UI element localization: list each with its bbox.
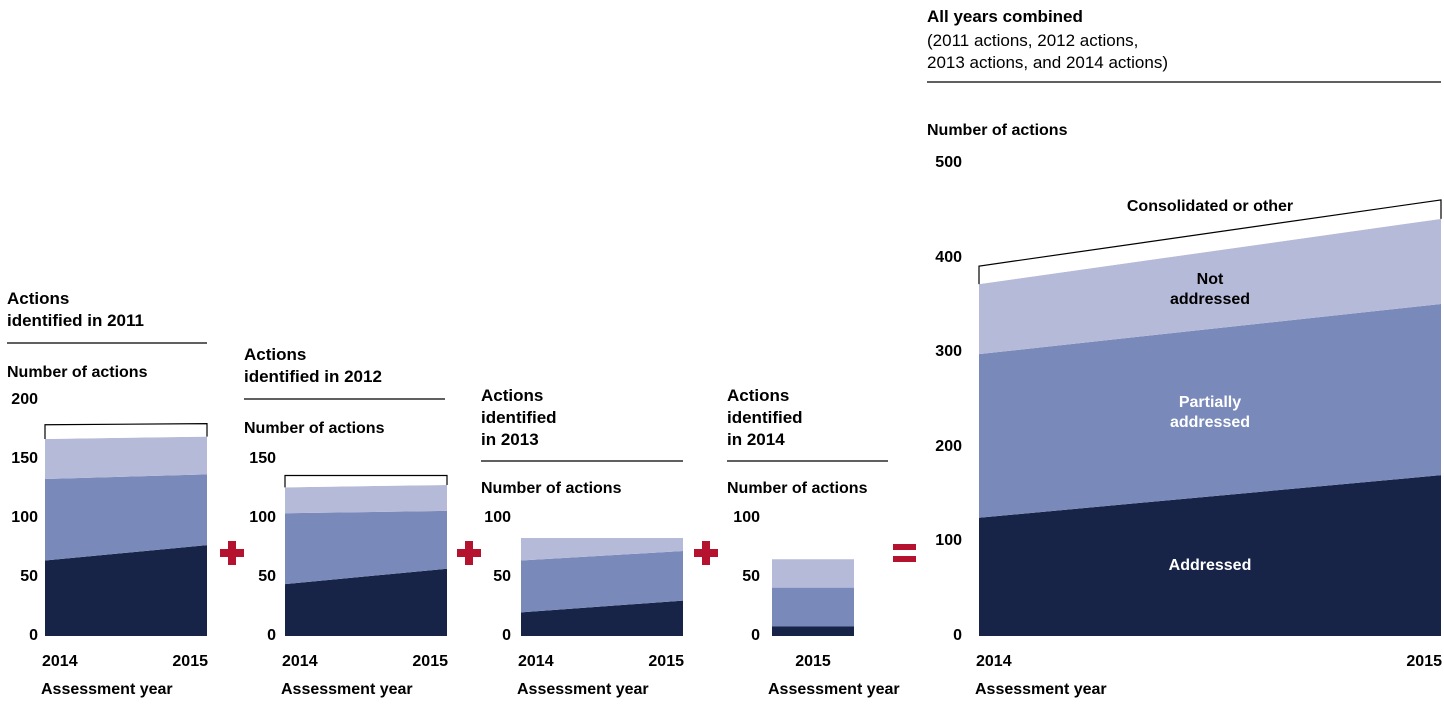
- area-label: Not addressed: [1169, 271, 1251, 309]
- x-tick-label: 2015: [412, 653, 448, 670]
- area: [521, 551, 683, 613]
- plus-sign: [465, 541, 473, 565]
- y-axis-label: Number of actions: [481, 480, 622, 497]
- area: [772, 587, 854, 627]
- bracket-outline: [284, 474, 448, 488]
- y-tick-label: 100: [733, 509, 760, 526]
- y-tick-label: 0: [953, 627, 962, 644]
- y-tick-label: 100: [484, 509, 511, 526]
- area: [45, 474, 207, 561]
- x-tick-label: 2014: [976, 653, 1012, 670]
- y-tick-label: 500: [935, 154, 962, 171]
- panel-title: Actions identified in 2014: [727, 386, 803, 449]
- equals-sign: [893, 544, 916, 550]
- y-tick-label: 50: [742, 568, 760, 585]
- area: [521, 538, 683, 561]
- area: [285, 484, 447, 514]
- y-tick-label: 50: [20, 568, 38, 585]
- y-tick-label: 50: [258, 568, 276, 585]
- x-tick-label: 2015: [648, 653, 684, 670]
- x-tick-label: 2015: [795, 653, 831, 670]
- y-tick-label: 400: [935, 248, 962, 266]
- y-tick-label: 0: [502, 627, 511, 644]
- y-tick-label: 100: [249, 509, 276, 526]
- area: [979, 218, 1441, 355]
- y-tick-label: 150: [249, 450, 276, 467]
- y-axis-label: Number of actions: [727, 480, 868, 497]
- area: [979, 475, 1441, 636]
- y-axis-label: Number of actions: [244, 420, 385, 437]
- operators: [220, 541, 916, 565]
- y-tick-label: 100: [935, 532, 962, 550]
- x-axis-label: Assessment year: [281, 681, 413, 698]
- plus-sign: [702, 541, 710, 565]
- x-axis-label: Assessment year: [517, 681, 649, 698]
- area: [285, 475, 447, 488]
- area: [772, 559, 854, 588]
- area: [285, 568, 447, 636]
- area: [285, 510, 447, 585]
- area: [521, 600, 683, 636]
- y-tick-label: 100: [11, 509, 38, 526]
- area: [979, 303, 1441, 518]
- y-tick-label: 0: [751, 627, 760, 644]
- y-tick-label: 50: [493, 568, 511, 585]
- x-axis-label: Assessment year: [768, 681, 900, 698]
- x-tick-label: 2014: [42, 653, 78, 670]
- area: [45, 423, 207, 439]
- y-tick-label: 150: [11, 450, 38, 467]
- panel-subtitle: (2011 actions, 2012 actions, 2013 action…: [927, 31, 1169, 72]
- panel-title: Actions identified in 2012: [244, 345, 382, 386]
- area: [45, 545, 207, 636]
- x-axis-label: Assessment year: [975, 681, 1107, 698]
- y-tick-label: 200: [11, 391, 38, 408]
- area-label: Partially addressed: [1169, 393, 1251, 431]
- panel-title: Actions identified in 2011: [7, 289, 144, 330]
- x-tick-label: 2014: [282, 653, 318, 670]
- panel-title: Actions identified in 2013: [481, 386, 557, 449]
- area: [979, 199, 1441, 285]
- area-label: Addressed: [1168, 557, 1252, 575]
- y-axis-label: Number of actions: [7, 364, 148, 381]
- x-tick-label: 2015: [1406, 653, 1442, 670]
- y-tick-label: 0: [29, 627, 38, 644]
- plus-sign: [228, 541, 236, 565]
- x-tick-label: 2015: [172, 653, 208, 670]
- x-tick-label: 2014: [518, 653, 554, 670]
- equals-sign: [893, 556, 916, 562]
- area: [45, 436, 207, 480]
- x-axis-label: Assessment year: [41, 681, 173, 698]
- panel-title: All years combined: [927, 7, 1083, 26]
- bracket-outline: [44, 422, 208, 439]
- area-label: Consolidated or other: [1126, 198, 1294, 215]
- y-tick-label: 300: [935, 343, 962, 361]
- y-tick-label: 200: [935, 437, 962, 455]
- y-tick-label: 0: [267, 627, 276, 644]
- area: [772, 626, 854, 636]
- bracket-outline: [978, 199, 1442, 285]
- y-axis-label: Number of actions: [927, 122, 1068, 139]
